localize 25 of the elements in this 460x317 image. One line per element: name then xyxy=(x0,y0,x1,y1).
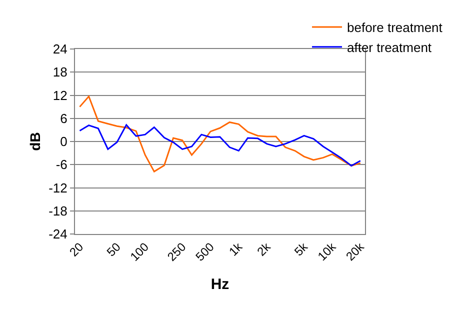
x-axis-title: Hz xyxy=(210,276,230,293)
y-tick-label: 18 xyxy=(52,64,68,80)
y-tick-label: -12 xyxy=(48,180,68,196)
y-tick-label: -6 xyxy=(56,157,68,172)
line-series xyxy=(78,124,362,167)
x-tick-label: 20k xyxy=(343,239,368,264)
x-tick-label: 1k xyxy=(226,239,246,259)
x-tick-label: 5k xyxy=(292,239,312,259)
y-tick-label: 6 xyxy=(60,110,68,126)
x-tick-label: 250 xyxy=(164,240,189,264)
y-tick-label: -18 xyxy=(48,203,68,218)
x-tick-label: 100 xyxy=(127,240,152,264)
x-tick-label: 10k xyxy=(315,239,340,264)
line-series xyxy=(78,96,362,172)
x-tick-label: 2k xyxy=(254,239,274,259)
y-tick-label: 0 xyxy=(60,134,68,150)
legend-label: after treatment xyxy=(347,40,432,55)
legend-label: before treatment xyxy=(347,20,443,36)
y-axis-title: dB xyxy=(27,132,44,151)
y-tick-label: 12 xyxy=(52,88,68,103)
y-tick-label: 24 xyxy=(52,42,68,57)
y-tick-label: -24 xyxy=(48,226,68,242)
x-tick-label: 20 xyxy=(66,240,86,260)
x-tick-label: 50 xyxy=(104,240,124,260)
x-tick-label: 500 xyxy=(192,240,218,264)
